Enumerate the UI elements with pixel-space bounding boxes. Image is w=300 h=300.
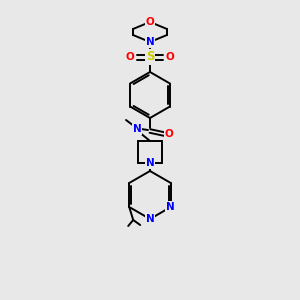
Text: O: O bbox=[126, 52, 134, 62]
Text: O: O bbox=[146, 17, 154, 27]
Text: O: O bbox=[165, 129, 173, 139]
Text: N: N bbox=[146, 158, 154, 168]
Text: N: N bbox=[167, 202, 175, 212]
Text: O: O bbox=[166, 52, 174, 62]
Text: N: N bbox=[133, 124, 141, 134]
Text: N: N bbox=[146, 214, 154, 224]
Text: S: S bbox=[146, 50, 154, 64]
Text: N: N bbox=[146, 37, 154, 47]
